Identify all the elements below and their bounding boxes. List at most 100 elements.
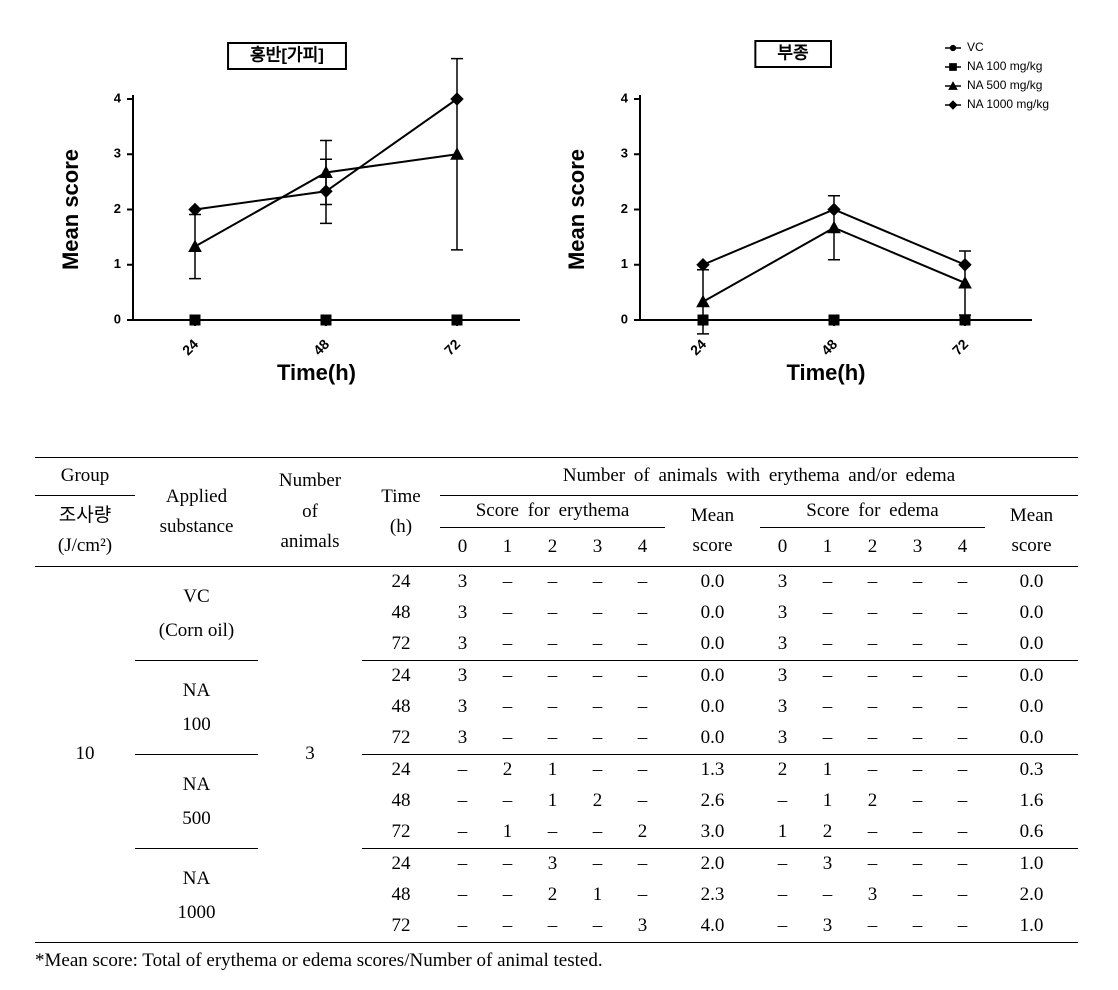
score-cell: 3 [440,629,485,661]
cell-text: – [957,571,968,593]
marker [696,294,710,308]
cell-text: 72 [391,727,411,749]
header-cell: Applied substance [135,457,258,567]
cell-text: – [867,759,878,781]
cell-text: Time (h) [381,485,421,537]
score-cell: 3 [530,848,575,880]
score-cell: – [485,567,530,599]
cell-text: – [592,696,603,718]
marker [320,314,332,326]
score-cell: – [895,817,940,849]
y-axis-label: Mean score [58,149,83,270]
score-cell: 3 [760,723,805,755]
score-cell: – [530,911,575,943]
marker [958,275,972,289]
score-cell: 3 [760,660,805,692]
cell-text: – [777,790,788,812]
score-cell: – [530,692,575,723]
cell-text: – [912,696,923,718]
score-cell: 0.0 [985,723,1078,755]
cell-text: 0.0 [1019,665,1044,687]
time-cell: 72 [362,629,440,661]
y-tick-label: 2 [114,201,121,216]
score-cell: 3 [760,629,805,661]
table-row: 0 1 2 3 4 0 1 2 3 4 [35,527,1078,567]
score-cell: – [940,692,985,723]
score-cell: – [620,754,665,786]
cell-text: – [502,633,513,655]
marker [451,314,463,326]
score-cell: 0.0 [665,723,760,755]
cell-text: Group [60,465,110,487]
cell-text: 0.0 [700,696,725,718]
cell-text: 0 [457,535,468,557]
score-cell: – [895,754,940,786]
time-cell: 48 [362,880,440,911]
cell-text: Mean score [690,504,735,556]
cell-text: 72 [391,633,411,655]
time-cell: 48 [362,786,440,817]
score-cell: 3 [850,880,895,911]
cell-text: 0.0 [700,602,725,624]
cell-text: 2 [867,535,878,557]
cell-text: – [502,853,513,875]
cell-text: 1 [822,759,833,781]
cell-text: 500 [182,807,211,829]
table-row: NA 1000 24 – – 3 – – 2.0 – 3 – – – 1.0 [35,848,1079,943]
cell-text: – [957,821,968,843]
score-cell: 3 [440,660,485,692]
cell-text: 2 [547,535,558,557]
table-row: 10 VC (Corn oil) 3 24 3 – – – – 0.0 3 – – – – 0.0 [35,567,1078,764]
cell-text: 0.0 [700,727,725,749]
substance-cell: VC (Corn oil) [135,567,258,661]
chart-title: 홍반[가피] [250,44,324,64]
cell-text: – [867,821,878,843]
time-cell: 72 [362,723,440,755]
cell-text: 0.0 [700,571,725,593]
header-cell: Score for edema [760,495,985,528]
cell-text: 1 [592,884,603,906]
cell-text: – [957,915,968,937]
marker [696,258,710,272]
cell-text: – [822,696,833,718]
header-cell: Number of animals with erythema and/or e… [440,457,1079,496]
score-cell: 1 [805,754,850,786]
cell-text: – [502,696,513,718]
cell-text: – [867,602,878,624]
cell-text: – [637,633,648,655]
score-cell: 0.0 [665,629,760,661]
score-cell: 1 [530,754,575,786]
chart-title: 부종 [777,43,809,62]
cell-text: 0.0 [1019,602,1044,624]
cell-text: 0.0 [1019,571,1044,593]
cell-text: Applied substance [159,485,234,537]
score-cell: – [575,848,620,880]
time-cell: 48 [362,598,440,629]
cell-text: – [957,665,968,687]
score-cell: 1 [760,817,805,849]
score-cell: – [805,567,850,599]
score-cell: 0.0 [665,598,760,629]
score-cell: – [805,629,850,661]
cell-text: 3 [777,633,788,655]
cell-text: – [822,884,833,906]
score-cell: 2.0 [665,848,760,880]
cell-text: 3 [457,665,468,687]
cell-text: – [822,571,833,593]
score-cell: 0.0 [665,692,760,723]
legend-label: NA 100 mg/kg [967,59,1042,73]
cell-text: – [457,790,468,812]
cell-text: 2 [637,821,648,843]
cell-text: 3 [777,727,788,749]
score-cell: – [805,723,850,755]
cell-text: – [547,727,558,749]
score-cell: – [940,754,985,786]
table-row: NA 100 24 3 – – – – 0.0 3 – – – – 0.0 [35,660,1079,755]
cell-text: – [637,571,648,593]
cell-text: – [592,602,603,624]
cell-text: 1 [777,821,788,843]
cell-text: – [457,759,468,781]
cell-text: 24 [391,853,411,875]
score-cell: 1.3 [665,754,760,786]
